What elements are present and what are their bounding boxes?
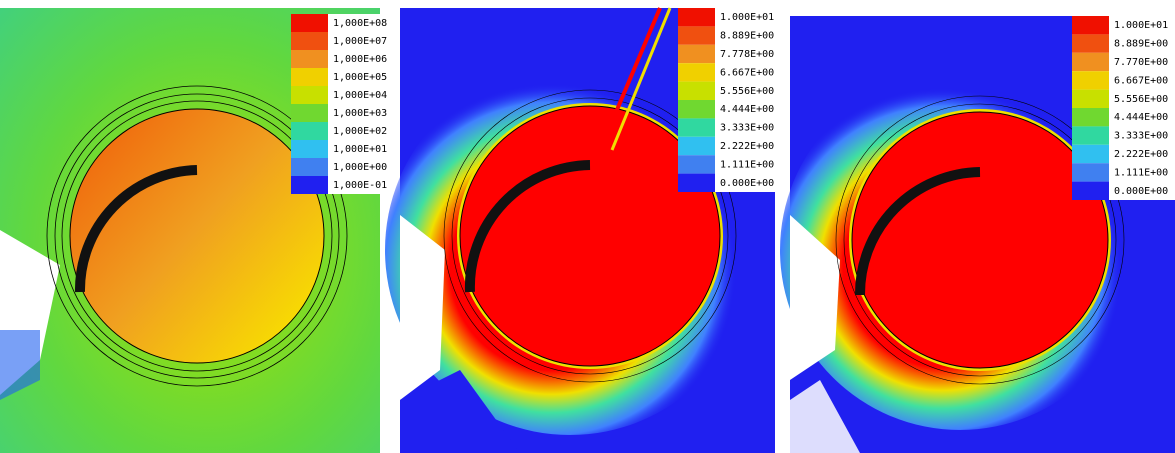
legend-swatch [678,63,715,81]
legend-swatch [291,32,328,50]
legend-label: 1.111E+00 [720,159,774,170]
legend-label: 1.000E+01 [720,12,774,23]
legend-swatch [1072,71,1109,89]
legend-label: 8.889E+00 [1114,39,1168,50]
legend-swatch [678,155,715,173]
legend-label: 5.556E+00 [720,86,774,97]
legend-label: 1,000E+08 [333,18,387,29]
legend-swatch [291,68,328,86]
legend-label: 3.333E+00 [720,123,774,134]
legend-swatch [291,50,328,68]
legend-swatch [1072,34,1109,52]
legend-label: 1.000E+01 [1114,20,1168,31]
legend-swatch [678,26,715,44]
legend-label: 1,000E+04 [333,90,387,101]
legend-swatch [291,86,328,104]
legend-label: 1,000E+07 [333,36,387,47]
legend-swatch [1072,90,1109,108]
legend-label: 3.333E+00 [1114,131,1168,142]
legend-swatch [291,104,328,122]
legend-swatch [1072,126,1109,144]
legend-swatch [291,176,328,194]
legend-label: 8.889E+00 [720,31,774,42]
legend-label: 1,000E+03 [333,108,387,119]
legend-swatch [678,118,715,136]
figure: 1,000E+08 1,000E+07 1,000E+06 1,000E+05 1,00… [0,0,1175,453]
legend-label: 6.667E+00 [720,67,774,78]
legend-label: 0.000E+00 [1114,186,1168,197]
legend-swatch [291,122,328,140]
legend-swatch [1072,182,1109,200]
legend-swatch [1072,108,1109,126]
legend-swatch [678,8,715,26]
legend-label: 4.444E+00 [1114,112,1168,123]
legend-label: 1,000E+02 [333,126,387,137]
legend-label: 2.222E+00 [1114,149,1168,160]
legend-label: 1,000E-01 [333,180,387,191]
legend-swatch [678,137,715,155]
legend-swatch [1072,163,1109,181]
legend-swatch [291,158,328,176]
legend-label: 5.556E+00 [1114,94,1168,105]
legend-label: 2.222E+00 [720,141,774,152]
legend-swatch [1072,53,1109,71]
legend-swatch [678,45,715,63]
legend-label: 7.778E+00 [720,49,774,60]
legend-swatch [1072,145,1109,163]
legend-swatch [1072,16,1109,34]
legend-swatch [678,100,715,118]
legend-swatch [291,140,328,158]
legend-label: 6.667E+00 [1114,75,1168,86]
vessel [852,112,1108,368]
legend-label: 1,000E+00 [333,162,387,173]
legend-label: 1.111E+00 [1114,167,1168,178]
vessel [70,109,324,363]
legend-label: 4.444E+00 [720,104,774,115]
legend-swatch [678,82,715,100]
legend-label: 1,000E+06 [333,54,387,65]
legend-swatch [291,14,328,32]
legend-label: 7.770E+00 [1114,57,1168,68]
legend-swatch [678,174,715,192]
legend-label: 0.000E+00 [720,178,774,189]
legend-label: 1,000E+01 [333,144,387,155]
legend-label: 1,000E+05 [333,72,387,83]
